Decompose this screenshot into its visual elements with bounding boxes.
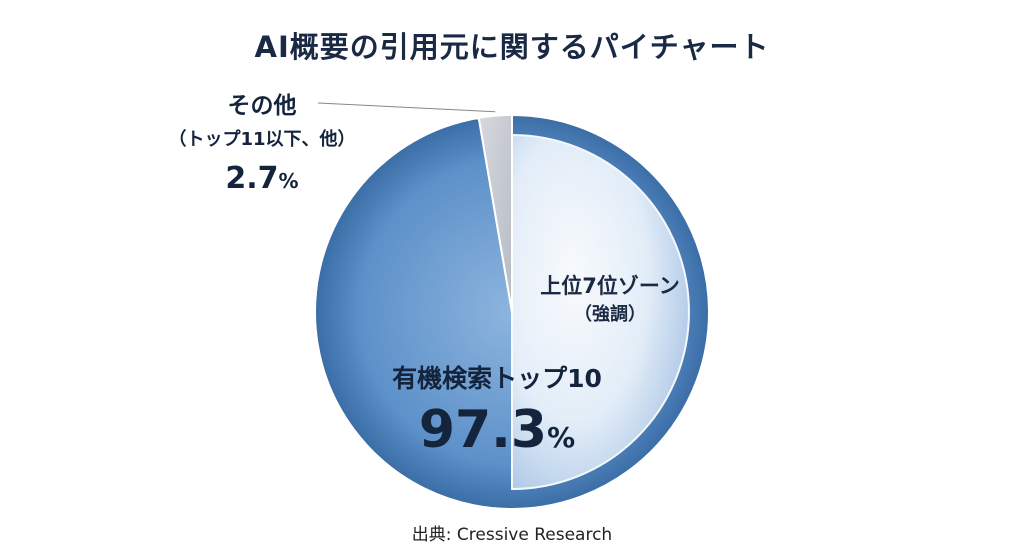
main-slice-value: 97.3 bbox=[419, 400, 547, 460]
other-slice-unit: % bbox=[279, 169, 299, 193]
main-slice-label: 有機検索トップ10 bbox=[392, 364, 602, 393]
highlight-zone-top7 bbox=[511, 133, 690, 491]
chart-source: 出典: Cressive Research bbox=[411, 525, 613, 545]
highlight-label-line1: 上位7位ゾーン bbox=[540, 274, 680, 298]
main-slice-value-group: 97.3% bbox=[419, 400, 575, 460]
other-slice-value: 2.7 bbox=[225, 161, 278, 196]
other-slice-value-group: 2.7% bbox=[225, 161, 298, 196]
pie-slice-other bbox=[477, 113, 513, 313]
other-leader-line bbox=[317, 102, 496, 113]
main-slice-unit: % bbox=[547, 421, 575, 454]
other-slice-label-line2: （トップ11以下、他） bbox=[168, 128, 355, 150]
highlight-label-line2: （強調） bbox=[574, 303, 646, 325]
other-slice-label-line1: その他 bbox=[228, 93, 297, 119]
chart-title: AI概要の引用元に関するパイチャート bbox=[254, 30, 770, 64]
